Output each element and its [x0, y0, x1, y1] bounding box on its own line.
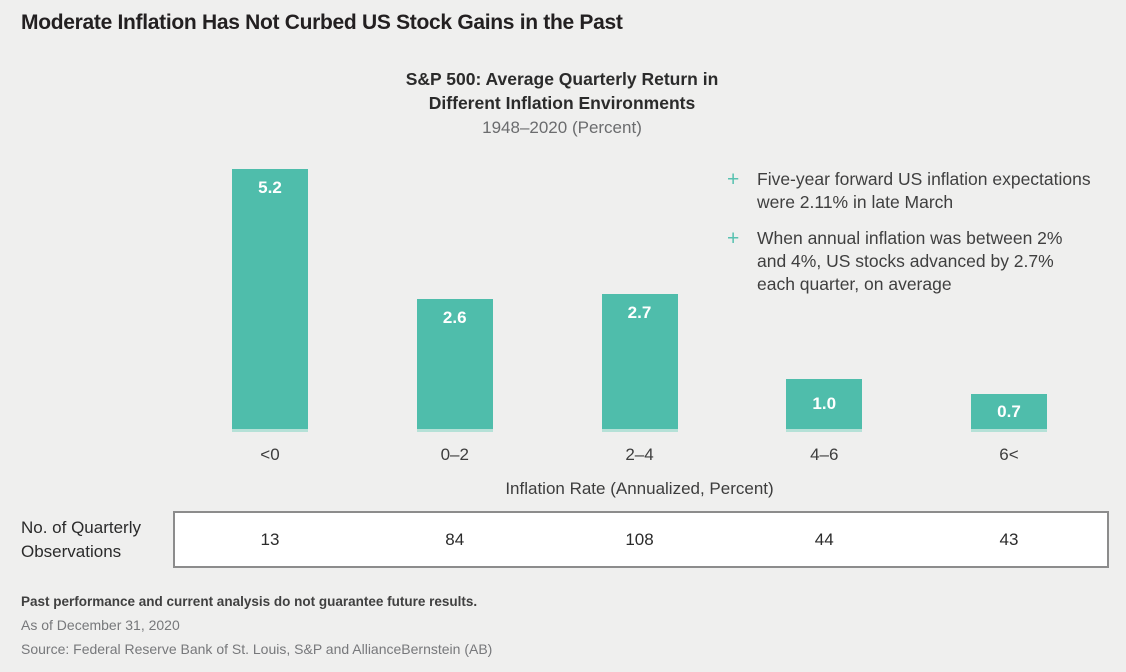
bar-value-label: 1.0 — [812, 394, 837, 413]
footer-as-of-date: As of December 31, 2020 — [21, 617, 180, 633]
annotation-item: + When annual inflation was between 2% an… — [727, 227, 1099, 296]
bar-6<: 0.7 — [971, 394, 1047, 432]
observations-value: 108 — [625, 529, 654, 549]
bar-4–6: 1.0 — [786, 379, 863, 432]
x-axis-tick-label: <0 — [260, 445, 280, 464]
annotation-item: + Five-year forward US inflation expectat… — [727, 168, 1099, 214]
observations-value: 44 — [814, 529, 834, 549]
observations-value: 13 — [260, 529, 280, 549]
bar-value-label: 2.6 — [442, 308, 467, 327]
annotation-text: When annual inflation was between 2% and… — [757, 228, 1063, 294]
x-axis-category-row: <0 0–2 2–4 4–6 6< — [232, 445, 1047, 465]
observations-label: No. of Quarterly Observations — [21, 516, 141, 564]
observations-label-line2: Observations — [21, 542, 122, 561]
bar-0–2: 2.6 — [416, 299, 493, 432]
observations-value: 43 — [999, 529, 1019, 549]
bar-value-label: 5.2 — [258, 178, 282, 197]
x-axis-tick-label: 4–6 — [810, 445, 839, 464]
chart-subtitle: 1948–2020 (Percent) — [482, 118, 642, 137]
observations-value: 84 — [445, 529, 465, 549]
chart-title-line1: S&P 500: Average Quarterly Return in — [405, 69, 719, 89]
chart-header: S&P 500: Average Quarterly Return in Dif… — [262, 67, 862, 139]
observations-row: 13 84 108 44 43 — [232, 513, 1047, 566]
bar-<0: 5.2 — [232, 169, 308, 432]
bar-chart-plot-area: 5.2 2.6 2.7 1.0 0.7 — [232, 160, 1047, 432]
plus-bullet-icon: + — [727, 168, 740, 191]
observations-box: 13 84 108 44 43 — [173, 511, 1109, 568]
x-axis-tick-label: 2–4 — [625, 445, 654, 464]
annotation-text: Five-year forward US inflation expectati… — [757, 169, 1091, 212]
page-title: Moderate Inflation Has Not Curbed US Sto… — [21, 11, 623, 34]
footer-source: Source: Federal Reserve Bank of St. Loui… — [21, 641, 493, 657]
x-axis-tick-label: 6< — [999, 445, 1019, 464]
bar-value-label: 0.7 — [997, 401, 1021, 421]
bar-2–4: 2.7 — [601, 294, 678, 432]
observations-label-line1: No. of Quarterly — [21, 518, 141, 537]
chart-title: S&P 500: Average Quarterly Return in Dif… — [262, 67, 862, 115]
x-axis-label: Inflation Rate (Annualized, Percent) — [505, 479, 774, 498]
footer-disclaimer: Past performance and current analysis do… — [21, 594, 478, 609]
bar-value-label: 2.7 — [627, 303, 652, 322]
chart-title-line2: Different Inflation Environments — [428, 93, 696, 113]
plus-bullet-icon: + — [727, 227, 740, 250]
x-axis-tick-label: 0–2 — [440, 445, 469, 464]
annotation-list: + Five-year forward US inflation expectat… — [727, 168, 1099, 309]
